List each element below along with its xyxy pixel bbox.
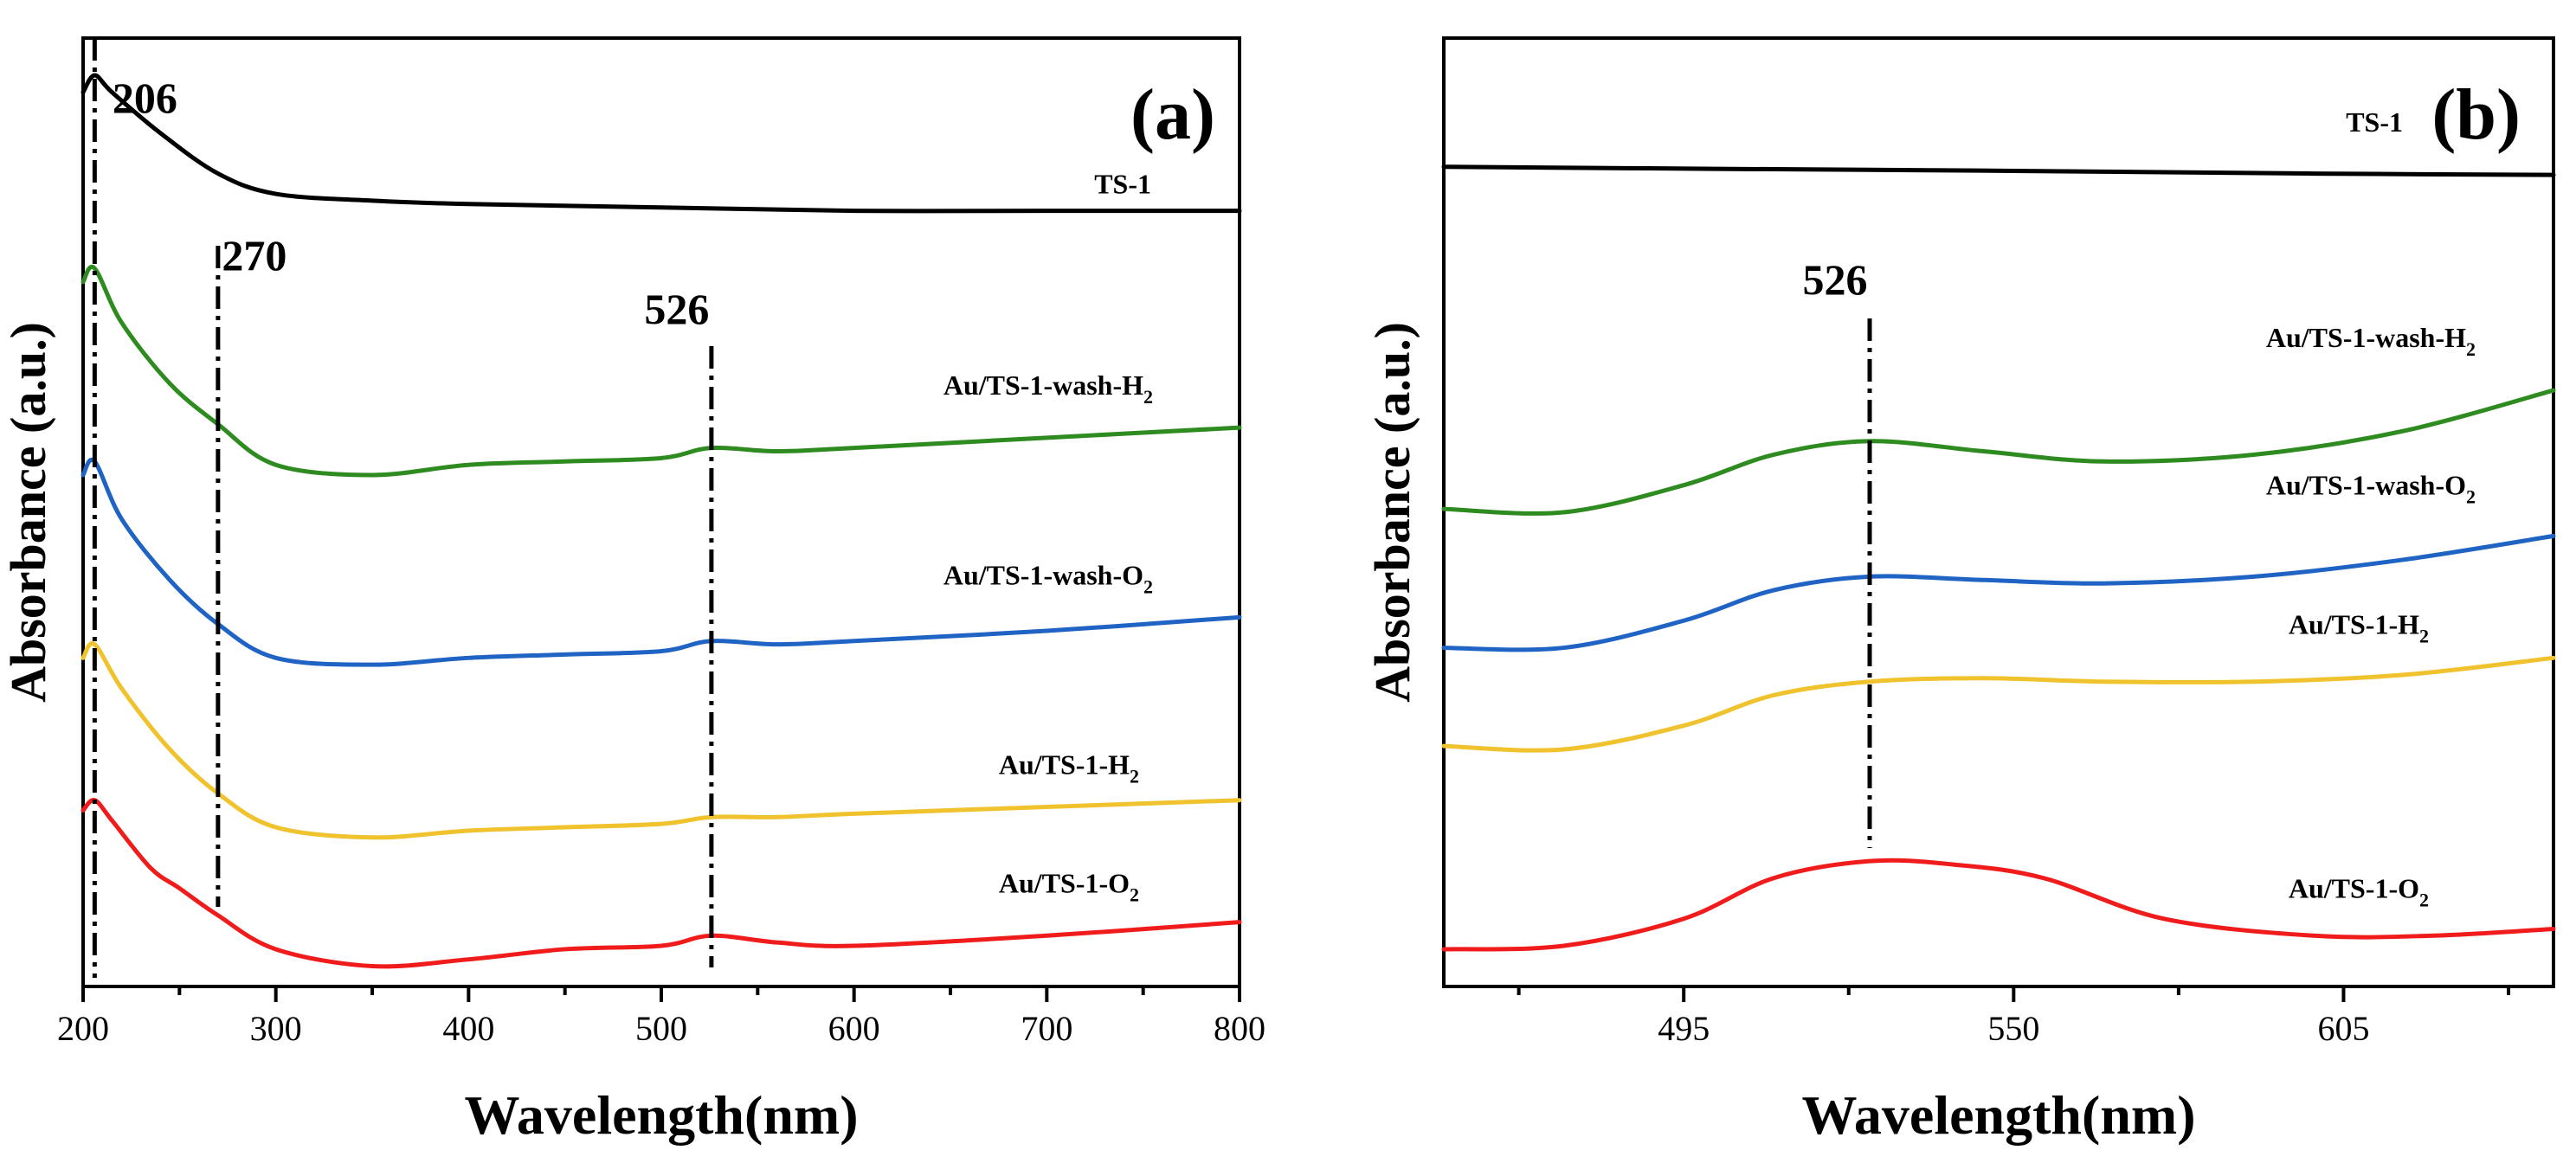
series-line-ts-1	[80, 73, 1242, 214]
x-tick-label-300: 300	[250, 1009, 302, 1048]
x-tick-label-495: 495	[1658, 1009, 1710, 1048]
marker-label-526: 526	[644, 285, 709, 333]
series-label-au-ts-1-o2: Au/TS-1-O2	[2289, 872, 2429, 910]
series-label-ts-1: TS-1	[2346, 106, 2403, 138]
series-line-au-ts-1-h2	[1441, 655, 2556, 753]
x-tick-label-600: 600	[828, 1009, 880, 1048]
panel-label: (b)	[2431, 74, 2521, 155]
series-label-au-ts-1-h2: Au/TS-1-H2	[2289, 608, 2429, 646]
series-line-au-ts-1-wash-o2	[1441, 533, 2556, 652]
series-label-au-ts-1-o2: Au/TS-1-O2	[999, 868, 1139, 906]
marker-label-270: 270	[222, 231, 287, 280]
x-tick-label-605: 605	[2317, 1009, 2369, 1048]
series-label-au-ts-1-h2: Au/TS-1-H2	[999, 749, 1139, 787]
x-tick-label-800: 800	[1214, 1009, 1265, 1048]
panel-label: (a)	[1130, 74, 1215, 155]
series-line-au-ts-1-wash-h2	[1441, 388, 2556, 516]
x-axis-title: Wavelength(nm)	[1801, 1084, 2195, 1146]
marker-label-526: 526	[1803, 255, 1868, 304]
series-line-au-ts-1-wash-h2	[80, 264, 1242, 478]
series-line-au-ts-1-wash-o2	[80, 457, 1242, 667]
series-label-au-ts-1-wash-h2: Au/TS-1-wash-H2	[943, 369, 1153, 408]
panel-a-chart: 200 300 400 500 600 700 800 Wavelength(nm) Absor…	[0, 36, 1265, 1146]
x-tick-label-700: 700	[1021, 1009, 1072, 1048]
panel-b-chart: 495 550 605 Wavelength(nm) Absorbance (a.u.)…	[1364, 36, 2556, 1146]
plot-frame	[1442, 36, 2555, 988]
series-label-au-ts-1-wash-o2: Au/TS-1-wash-O2	[943, 559, 1153, 597]
plot-frame	[81, 36, 1241, 988]
series-label-au-ts-1-wash-o2: Au/TS-1-wash-O2	[2266, 469, 2476, 507]
series-line-au-ts-1-o2	[80, 798, 1242, 969]
series-line-ts-1	[1441, 164, 2556, 177]
series-line-au-ts-1-o2	[1441, 858, 2556, 952]
x-axis-title: Wavelength(nm)	[464, 1084, 858, 1146]
x-tick-label-400: 400	[442, 1009, 494, 1048]
x-tick-label-200: 200	[57, 1009, 109, 1048]
series-label-au-ts-1-wash-h2: Au/TS-1-wash-H2	[2266, 322, 2476, 360]
series-label-ts-1: TS-1	[1094, 169, 1151, 200]
x-tick-label-500: 500	[635, 1009, 687, 1048]
y-axis-title: Absorbance (a.u.)	[1364, 322, 1420, 703]
marker-label-206: 206	[113, 74, 177, 122]
x-tick-label-550: 550	[1987, 1009, 2039, 1048]
series-line-au-ts-1-h2	[80, 641, 1242, 840]
y-axis-title: Absorbance (a.u.)	[0, 322, 56, 703]
